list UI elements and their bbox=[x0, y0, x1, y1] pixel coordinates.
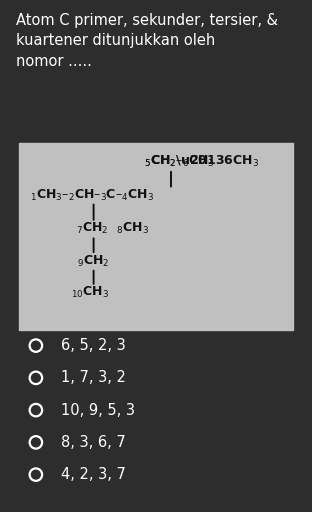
Text: $_{7}$CH$_{2}$  $_{8}$CH$_{3}$: $_{7}$CH$_{2}$ $_{8}$CH$_{3}$ bbox=[76, 221, 149, 237]
Text: Atom C primer, sekunder, tersier, &
kuartener ditunjukkan oleh
nomor .....: Atom C primer, sekunder, tersier, & kuar… bbox=[16, 13, 278, 69]
Text: 4, 2, 3, 7: 4, 2, 3, 7 bbox=[61, 467, 126, 482]
FancyBboxPatch shape bbox=[19, 143, 293, 330]
Text: $_{5}$CH$_{2}$–$_{6}$CH$_{3}$: $_{5}$CH$_{2}$–$_{6}$CH$_{3}$ bbox=[144, 154, 214, 169]
Text: 8, 3, 6, 7: 8, 3, 6, 7 bbox=[61, 435, 126, 450]
Text: $_{1}$CH$_{3}$–$_{2}$CH–$_{3}$C–$_{4}$CH$_{3}$: $_{1}$CH$_{3}$–$_{2}$CH–$_{3}$C–$_{4}$CH… bbox=[30, 188, 154, 203]
Text: $_{10}$CH$_{3}$: $_{10}$CH$_{3}$ bbox=[71, 285, 110, 301]
Text: $_{9}$CH$_{2}$: $_{9}$CH$_{2}$ bbox=[77, 253, 110, 269]
Text: 1, 7, 3, 2: 1, 7, 3, 2 bbox=[61, 370, 126, 386]
Text: $_5$CH$_2$\u20136CH$_3$: $_5$CH$_2$\u20136CH$_3$ bbox=[144, 154, 259, 169]
Text: 10, 9, 5, 3: 10, 9, 5, 3 bbox=[61, 402, 135, 418]
Text: 6, 5, 2, 3: 6, 5, 2, 3 bbox=[61, 338, 126, 353]
